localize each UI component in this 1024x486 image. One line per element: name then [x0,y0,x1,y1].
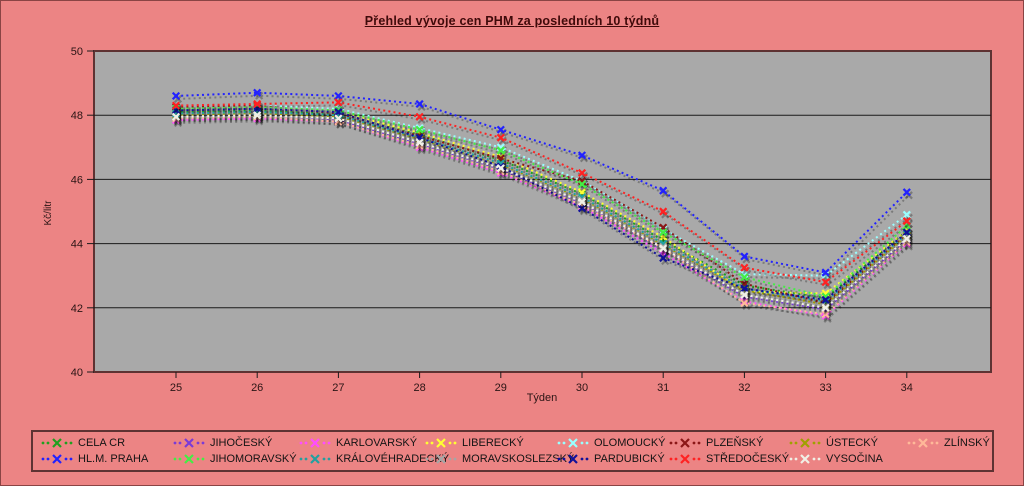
legend-item-HL.M. PRAHA: HL.M. PRAHA [41,452,173,466]
x-tick-label: 32 [738,382,750,394]
x-tick-label: 33 [819,382,831,394]
x-axis-label: Týden [527,392,558,404]
legend-label: JIHOMORAVSKÝ [210,453,297,466]
series-markers-STŘEDOČESKÝ [171,98,911,287]
legend-label: ÚSTECKÝ [826,436,878,449]
legend-item-ZLÍNSKÝ: ZLÍNSKÝ [907,436,990,450]
legend-marker-icon [425,437,457,448]
series-line-ÚSTECKÝ [175,112,908,306]
legend-item-KRÁLOVÉHRADECKÝ: KRÁLOVÉHRADECKÝ [299,452,449,466]
legend-item-PARDUBICKÝ: PARDUBICKÝ [557,452,669,466]
series-line-KRÁLOVÉHRADECKÝ [175,110,908,303]
series-markers-PLZEŇSKÝ [171,101,911,308]
legend-item-KARLOVARSKÝ: KARLOVARSKÝ [299,436,425,450]
legend-label: MORAVSKOSLEZSKÝ [462,453,575,466]
legend-label: HL.M. PRAHA [78,453,149,466]
legend-label: VYSOČINA [826,453,883,466]
legend-marker-icon [299,454,331,465]
x-tick-label: 25 [170,382,182,394]
legend-marker-icon [299,437,331,448]
x-tick-label: 26 [251,382,263,394]
x-tick-label: 28 [413,382,425,394]
series-line-LIBERECKÝ [176,107,908,295]
x-tick-label: 29 [495,382,507,394]
legend-marker-icon [425,454,457,465]
legend-label: JIHOČESKÝ [210,436,273,449]
y-tick-label: 50 [71,46,83,58]
legend-item-MORAVSKOSLEZSKÝ: MORAVSKOSLEZSKÝ [425,452,574,466]
legend-marker-icon [907,437,939,448]
legend-marker-icon [557,454,589,465]
legend-marker-icon [669,437,701,448]
legend-label: KRÁLOVÉHRADECKÝ [336,453,450,466]
legend-label: CELA CR [78,436,126,449]
legend-marker-icon [41,454,73,465]
y-tick-label: 42 [71,303,83,315]
series-line-CELA CR [175,109,908,300]
y-tick-label: 48 [71,110,83,122]
legend-marker-icon [789,454,821,465]
legend-label: KARLOVARSKÝ [336,436,418,449]
series-line-VYSOČINA [175,114,908,309]
legend-marker-icon [669,454,701,465]
legend-item-OLOMOUCKÝ: OLOMOUCKÝ [557,436,669,450]
legend-item-JIHOMORAVSKÝ: JIHOMORAVSKÝ [173,452,299,466]
legend-label: LIBERECKÝ [462,436,524,449]
x-tick-label: 30 [576,382,588,394]
x-tick-label: 31 [657,382,669,394]
series-line-MORAVSKOSLEZSKÝ [175,114,908,308]
y-axis-label: Kč/litr [43,200,54,226]
legend-item-VYSOČINA: VYSOČINA [789,452,907,466]
series-line-JIHOČESKÝ [175,115,908,311]
legend-item-PLZEŇSKÝ: PLZEŇSKÝ [669,436,789,450]
plot-area [93,50,992,373]
y-tick-label: 44 [71,239,83,251]
legend-item-JIHOČESKÝ: JIHOČESKÝ [173,436,299,450]
series-markers-PARDUBICKÝ [171,104,911,304]
series-markers-HL.M. PRAHA [171,88,911,277]
y-tick-label: 46 [71,174,83,186]
legend-item-ÚSTECKÝ: ÚSTECKÝ [789,436,907,450]
legend-marker-icon [173,454,205,465]
y-tick-label: 40 [71,367,83,379]
legend-item-STŘEDOČESKÝ: STŘEDOČESKÝ [669,452,789,466]
legend-label: PLZEŇSKÝ [706,436,764,449]
legend-marker-icon [789,437,821,448]
series-markers-ÚSTECKÝ [171,109,911,309]
legend-marker-icon [557,437,589,448]
plot-svg: 40 42 44 46 48 50 25 26 27 28 29 30 31 32 33 34 Kč/litr… [43,46,992,404]
legend-marker-icon [173,437,205,448]
legend-item-LIBERECKÝ: LIBERECKÝ [425,436,557,450]
x-tick-label: 27 [332,382,344,394]
series-line-OLOMOUCKÝ [175,104,908,277]
legend-label: STŘEDOČESKÝ [706,453,790,466]
series-line-JIHOMORAVSKÝ [175,106,908,298]
legend-marker-icon [41,437,73,448]
x-tick-label: 34 [901,382,913,394]
legend-item-CELA CR: CELA CR [41,436,173,450]
legend-label: ZLÍNSKÝ [944,436,990,449]
series-markers-JIHOMORAVSKÝ [171,103,911,301]
chart-title: Přehled vývoje cen PHM za posledních 10 … [364,14,660,28]
legend-box: CELA CR JIHOČESKÝ KARLOVARSKÝ LIBERECKÝ OLOM… [31,430,994,472]
series-markers-VYSOČINA [171,111,911,312]
legend-label: PARDUBICKÝ [594,453,665,466]
legend-label: OLOMOUCKÝ [594,436,666,449]
